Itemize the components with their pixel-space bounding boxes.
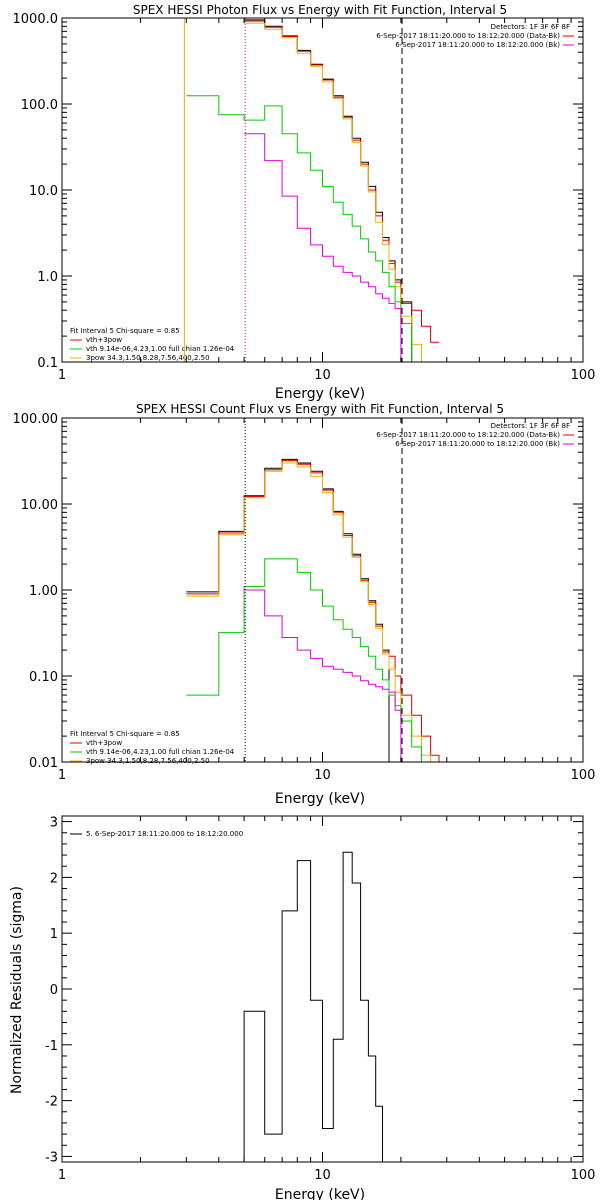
- count-flux-fit-legend: Fit Interval 5 Chi-square = 0.85 vth+3po…: [70, 730, 235, 765]
- y-tick-label: 1: [50, 927, 58, 942]
- y-tick-label: 10.0: [29, 184, 58, 199]
- series-group: [186, 458, 440, 762]
- y-tick-label: 0: [50, 983, 58, 998]
- photon-flux-plot: 1 10 100 1000.0 100.0 10.0 1.0 0.1: [13, 12, 596, 383]
- count-flux-title: SPEX HESSI Count Flux vs Energy with Fit…: [136, 402, 504, 416]
- count-flux-plot: 1 10 100 100.00 10.00 1.00 0.10 0.01: [13, 412, 596, 783]
- x-tick-label: 10: [314, 768, 331, 783]
- photon-flux-fit-legend: Fit Interval 5 Chi-square = 0.85 vth+3po…: [70, 327, 235, 362]
- y-tick-label: 1.0: [37, 270, 58, 285]
- series-line-3: [186, 95, 413, 362]
- x-tick-label: 100: [571, 368, 596, 383]
- x-tick-label: 10: [314, 368, 331, 383]
- series-line-4: [244, 133, 412, 363]
- series-line-1: [244, 20, 439, 343]
- fit-interval-label: Fit Interval 5 Chi-square = 0.85: [70, 327, 180, 335]
- model-label: vth+3pow: [86, 336, 122, 344]
- y-tick-label: -2: [45, 1095, 58, 1110]
- y-tick-label: -1: [45, 1039, 58, 1054]
- y-tick-label: 2: [50, 871, 58, 886]
- vth-params-label: vth 9.14e-06,4.23,1.00 full chian 1.26e-…: [86, 345, 235, 353]
- residuals-legend-label: 5. 6-Sep-2017 18:11:20.000 to 18:12:20.0…: [86, 830, 243, 838]
- series-group: [186, 17, 439, 363]
- x-tick-label: 100: [571, 1168, 596, 1183]
- data-bk-label: 6-Sep-2017 18:11:20.000 to 18:12:20.000 …: [376, 32, 560, 40]
- photon-flux-xlabel: Energy (keV): [275, 386, 365, 402]
- series-line-0: [243, 851, 383, 1162]
- detectors-label: Detectors: 1F 3F 6F 8F: [491, 422, 570, 430]
- series-line-2: [186, 462, 432, 762]
- x-tick-label: 1: [58, 1168, 66, 1183]
- y-tick-label: 1000.0: [13, 12, 59, 27]
- series-group: [243, 851, 383, 1162]
- x-tick-label: 1: [58, 768, 66, 783]
- fit-interval-label: Fit Interval 5 Chi-square = 0.85: [70, 730, 180, 738]
- vth-params-label: vth 9.14e-06,4.23,1.00 full chian 1.26e-…: [86, 748, 235, 756]
- residuals-ylabel: Normalized Residuals (sigma): [9, 886, 25, 1094]
- pow-params-label: 3pow 34.3,1.50,8.28,7.56,400,2.50: [86, 354, 210, 362]
- y-tick-label: 0.01: [29, 756, 58, 771]
- detectors-label: Detectors: 1F 3F 6F 8F: [491, 23, 570, 31]
- y-tick-label: 0.1: [37, 356, 58, 371]
- y-tick-label: 100.00: [13, 412, 59, 427]
- photon-flux-title: SPEX HESSI Photon Flux vs Energy with Fi…: [133, 3, 507, 17]
- data-bk-label: 6-Sep-2017 18:11:20.000 to 18:12:20.000 …: [376, 431, 560, 439]
- y-tick-label: 0.10: [29, 670, 58, 685]
- x-tick-label: 100: [571, 768, 596, 783]
- x-tick-label: 1: [58, 368, 66, 383]
- photon-flux-top-legend: Detectors: 1F 3F 6F 8F 6-Sep-2017 18:11:…: [376, 23, 570, 49]
- residuals-xlabel: Energy (keV): [275, 1187, 365, 1200]
- model-label: vth+3pow: [86, 739, 122, 747]
- x-tick-label: 10: [314, 1168, 331, 1183]
- y-tick-label: -3: [45, 1150, 58, 1165]
- count-flux-xlabel: Energy (keV): [275, 791, 365, 807]
- count-flux-top-legend: Detectors: 1F 3F 6F 8F 6-Sep-2017 18:11:…: [376, 422, 570, 448]
- y-tick-label: 10.00: [21, 498, 58, 513]
- y-tick-label: 100.0: [21, 98, 58, 113]
- pow-params-label: 3pow 34.3,1.50,8.28,7.56,400,2.50: [86, 757, 210, 765]
- bk-label: 6-Sep-2017 18:11:20.000 to 18:12:20.000 …: [395, 41, 560, 49]
- bk-label: 6-Sep-2017 18:11:20.000 to 18:12:20.000 …: [395, 440, 560, 448]
- y-tick-label: 3: [50, 816, 58, 831]
- series-line-4: [244, 589, 402, 762]
- y-tick-label: 1.00: [29, 584, 58, 599]
